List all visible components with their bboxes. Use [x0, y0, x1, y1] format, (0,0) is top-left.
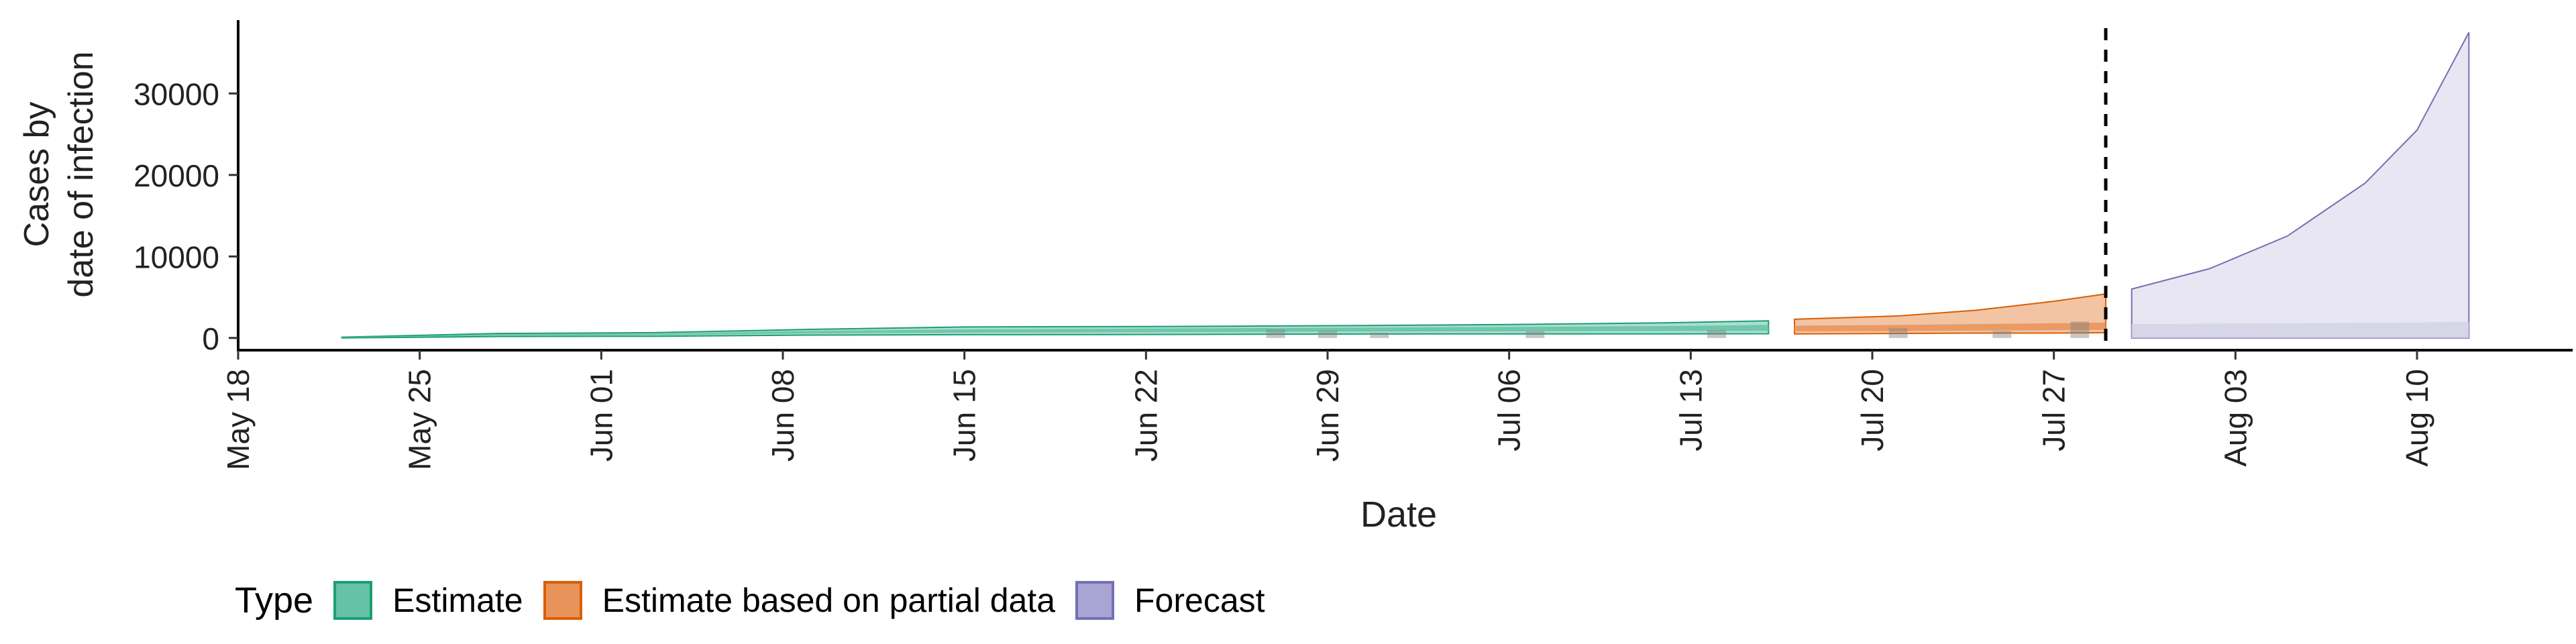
- observed-bar-2: [1318, 330, 1337, 338]
- legend-item-partial: Estimate based on partial data: [543, 581, 1055, 620]
- x-tick-label-jul-20: Jul 20: [1855, 369, 1890, 451]
- y-tick-label-20000: 20000: [133, 158, 219, 193]
- x-tick-label-jun-01: Jun 01: [584, 369, 619, 462]
- x-tick-label-jun-22: Jun 22: [1128, 369, 1163, 462]
- y-tick-label-10000: 10000: [133, 239, 219, 274]
- series-forecast-outer-band: [2131, 32, 2470, 339]
- x-tick-label-jun-15: Jun 15: [947, 369, 982, 462]
- observed-bar-3: [1370, 332, 1389, 338]
- observed-bar-4: [1525, 331, 1545, 338]
- observed-bar-8: [2070, 321, 2090, 338]
- plot-area: [341, 28, 2470, 350]
- legend-key-partial: [543, 581, 582, 620]
- series-partial-inner-band: [1794, 322, 2106, 332]
- x-tick-label-jul-13: Jul 13: [1673, 369, 1708, 451]
- legend-item-estimate: Estimate: [333, 581, 523, 620]
- legend-key-forecast: [1075, 581, 1115, 620]
- y-axis-label-line-1: Cases by: [17, 102, 56, 248]
- series-estimate-inner-band: [341, 325, 1769, 338]
- y-tick-label-0: 0: [202, 321, 219, 356]
- x-tick-label-may-18: May 18: [221, 369, 256, 470]
- x-tick-label-jul-06: Jul 06: [1492, 369, 1527, 451]
- legend-item-forecast: Forecast: [1075, 581, 1265, 620]
- observed-bar-6: [1888, 328, 1908, 338]
- legend-label-partial: Estimate based on partial data: [602, 582, 1056, 619]
- x-tick-label-aug-03: Aug 03: [2218, 369, 2253, 467]
- x-tick-label-jun-08: Jun 08: [765, 369, 800, 462]
- legend-label-forecast: Forecast: [1134, 582, 1265, 619]
- legend: Type Estimate Estimate based on partial …: [235, 574, 1285, 627]
- x-axis-label: Date: [1360, 494, 1437, 535]
- x-tick-label-may-25: May 25: [402, 369, 437, 470]
- legend-key-estimate: [333, 581, 373, 620]
- legend-title: Type: [235, 580, 314, 621]
- series-forecast-inner-band: [2131, 321, 2469, 338]
- axes: Cases by date of infection Date 0 10000 20…: [17, 20, 2573, 535]
- observed-bar-7: [1992, 331, 2012, 338]
- observed-bar-1: [1266, 329, 1285, 338]
- y-axis-label-line-2: date of infection: [62, 51, 101, 297]
- x-tick-label-aug-10: Aug 10: [2400, 369, 2434, 467]
- y-tick-label-30000: 30000: [133, 76, 219, 111]
- x-tick-label-jun-29: Jun 29: [1310, 369, 1345, 462]
- x-tick-label-jul-27: Jul 27: [2037, 369, 2072, 451]
- legend-label-estimate: Estimate: [392, 582, 523, 619]
- observed-bar-5: [1707, 330, 1726, 338]
